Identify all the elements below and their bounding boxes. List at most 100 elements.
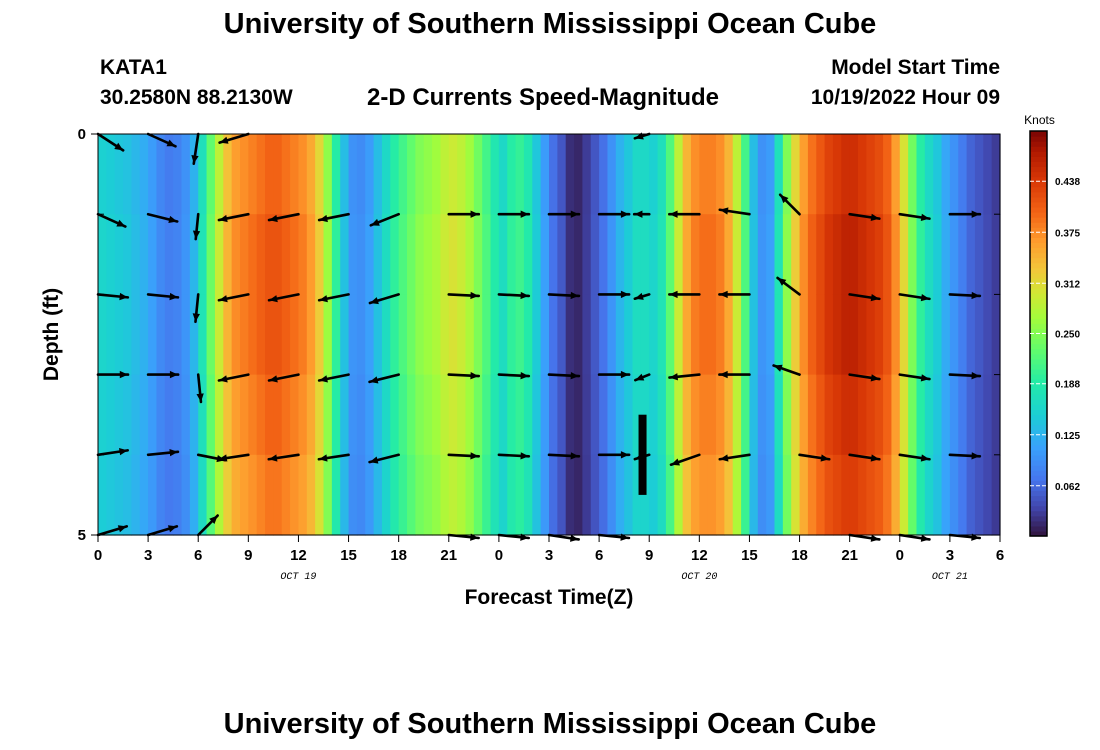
heatmap-cell bbox=[958, 134, 968, 215]
current-arrow bbox=[497, 533, 531, 541]
heatmap-cell bbox=[574, 374, 584, 456]
heatmap-cell bbox=[866, 454, 876, 536]
x-tick-label: 21 bbox=[841, 547, 858, 564]
heatmap-cell bbox=[331, 454, 341, 536]
colorbar-segment bbox=[1030, 156, 1047, 162]
heatmap-cell bbox=[498, 374, 508, 456]
colorbar-segment bbox=[1030, 399, 1047, 405]
heatmap-cell bbox=[98, 214, 107, 295]
heatmap-cell bbox=[991, 294, 1001, 376]
heatmap-cell bbox=[198, 454, 208, 536]
heatmap-cell bbox=[974, 214, 984, 295]
heatmap-cell bbox=[248, 374, 258, 456]
heatmap-cell bbox=[189, 214, 199, 295]
colorbar-segment bbox=[1030, 363, 1047, 370]
heatmap-cell bbox=[156, 294, 166, 376]
colorbar-segment bbox=[1030, 475, 1047, 481]
heatmap-cell bbox=[423, 454, 433, 536]
heatmap-cell bbox=[682, 454, 692, 536]
heatmap-cell bbox=[131, 134, 141, 215]
heatmap-cell bbox=[983, 454, 993, 536]
station-id: KATA1 bbox=[100, 56, 167, 79]
heatmap-cell bbox=[206, 134, 216, 215]
heatmap-cell bbox=[599, 294, 609, 376]
heatmap-cell bbox=[649, 374, 659, 456]
current-arrow bbox=[217, 453, 250, 462]
heatmap-cell bbox=[832, 214, 842, 295]
heatmap-cell bbox=[782, 214, 792, 295]
heatmap-cell bbox=[883, 454, 893, 536]
heatmap-cell bbox=[899, 454, 909, 536]
heatmap-cell bbox=[690, 294, 700, 376]
heatmap-cell bbox=[924, 214, 934, 295]
heatmap-cell bbox=[690, 134, 700, 215]
heatmap-cell bbox=[707, 214, 717, 295]
heatmap-cell bbox=[415, 454, 425, 536]
colorbar-segment bbox=[1030, 232, 1047, 238]
colorbar-segment bbox=[1030, 505, 1047, 512]
heatmap-cell bbox=[716, 134, 725, 215]
heatmap-cell bbox=[148, 374, 158, 456]
arrow-head bbox=[169, 292, 178, 301]
arrow-head bbox=[118, 447, 128, 456]
heatmap-cell bbox=[933, 214, 943, 295]
current-arrow bbox=[633, 453, 651, 461]
heatmap-cell bbox=[448, 134, 458, 215]
heatmap-cell bbox=[665, 134, 675, 215]
heatmap-cell bbox=[265, 374, 274, 456]
heatmap-cell bbox=[824, 134, 834, 215]
current-arrow bbox=[547, 291, 581, 300]
heatmap-cell bbox=[340, 294, 350, 376]
arrow-head bbox=[634, 292, 644, 300]
heatmap-cell bbox=[807, 454, 817, 536]
heatmap-cell bbox=[991, 454, 1001, 536]
colorbar-segment bbox=[1030, 196, 1047, 203]
current-arrow bbox=[497, 452, 531, 460]
current-arrow bbox=[597, 290, 631, 299]
colorbar-segment bbox=[1030, 429, 1047, 436]
heatmap-cell bbox=[974, 294, 984, 376]
colorbar-tick-label: 0.375 bbox=[1055, 228, 1080, 239]
arrow-head bbox=[520, 533, 529, 541]
heatmap-cell bbox=[841, 454, 851, 536]
heatmap-cell bbox=[290, 454, 300, 536]
current-arrow bbox=[898, 453, 931, 462]
heatmap-cell bbox=[799, 294, 809, 376]
arrow-head bbox=[669, 210, 678, 218]
heatmap-cell bbox=[323, 134, 333, 215]
arrow-head bbox=[920, 454, 930, 462]
heatmap-cell bbox=[248, 134, 258, 215]
heatmap-cell bbox=[891, 374, 901, 456]
x-tick-label: 15 bbox=[741, 547, 758, 564]
arrow-head bbox=[169, 448, 178, 457]
heatmap-cell bbox=[214, 374, 224, 456]
heatmap-cell bbox=[908, 214, 918, 295]
heatmap-cell bbox=[549, 134, 558, 215]
current-arrow bbox=[217, 293, 250, 303]
heatmap-cell bbox=[757, 294, 767, 376]
heatmap-cell bbox=[473, 294, 483, 376]
colorbar-segment bbox=[1030, 282, 1047, 289]
current-arrow bbox=[848, 212, 881, 222]
heatmap-cell bbox=[657, 134, 667, 215]
heatmap-cell bbox=[490, 134, 500, 215]
heatmap-cell bbox=[732, 454, 742, 536]
colorbar-segment bbox=[1030, 333, 1047, 340]
heatmap-cell bbox=[340, 134, 350, 215]
heatmap-cell bbox=[407, 134, 416, 215]
model-start-label: Model Start Time bbox=[831, 56, 1000, 79]
current-arrow bbox=[267, 293, 300, 303]
heatmap-cell bbox=[941, 454, 951, 536]
heatmap-cell bbox=[231, 374, 241, 456]
arrow-head bbox=[114, 142, 124, 151]
heatmap-cell bbox=[949, 134, 959, 215]
heatmap-cell bbox=[607, 374, 617, 456]
heatmap-cell bbox=[549, 374, 558, 456]
heatmap-cell bbox=[565, 134, 575, 215]
heatmap-cell bbox=[640, 294, 650, 376]
heatmap-cell bbox=[799, 214, 809, 295]
heatmap-cell bbox=[590, 214, 600, 295]
heatmap-cell bbox=[490, 294, 500, 376]
heatmap-cell bbox=[348, 294, 358, 376]
heatmap-cell bbox=[273, 454, 283, 536]
